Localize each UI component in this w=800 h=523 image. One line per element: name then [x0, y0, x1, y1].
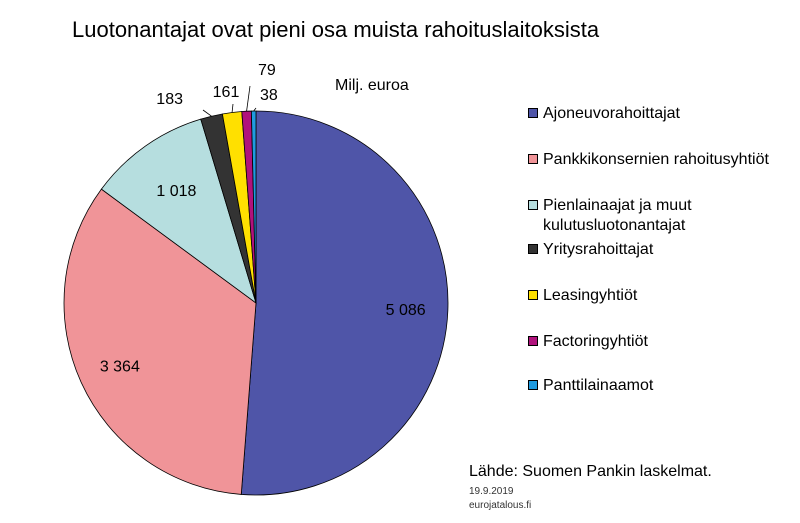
pie-slice — [250, 110, 257, 304]
leader-line — [231, 103, 234, 113]
leader-lines — [202, 85, 257, 117]
legend-item: Panttilainaamot — [528, 376, 773, 396]
publish-date: 19.9.2019 — [469, 486, 514, 497]
slice-value-label: 161 — [213, 84, 240, 101]
leader-line — [253, 107, 257, 112]
slice-value-label: 183 — [156, 91, 183, 108]
pie-slice — [63, 188, 257, 495]
legend-label: Yritysrahoittajat — [543, 241, 654, 258]
leader-line — [202, 109, 212, 117]
unit-label: Milj. euroa — [335, 77, 409, 94]
legend-item: Pienlainaajat ja muut kulutusluotonantaj… — [528, 196, 743, 236]
legend-swatch — [528, 108, 538, 118]
legend-swatch — [528, 336, 538, 346]
legend-swatch — [528, 200, 538, 210]
pie-slices — [63, 110, 449, 496]
legend: Ajoneuvorahoittajat Pankkikonsernien rah… — [528, 0, 788, 523]
legend-item: Ajoneuvorahoittajat — [528, 104, 773, 124]
slice-value-label: 5 086 — [386, 302, 426, 319]
site-name: eurojatalous.fi — [469, 500, 532, 511]
slice-value-label: 38 — [260, 87, 278, 104]
legend-label: Ajoneuvorahoittajat — [543, 105, 680, 122]
legend-item: Yritysrahoittajat — [528, 240, 773, 260]
legend-item: Factoringyhtiöt — [528, 332, 773, 352]
chart-title: Luotonantajat ovat pieni osa muista raho… — [72, 17, 600, 42]
legend-swatch — [528, 154, 538, 164]
legend-swatch — [528, 244, 538, 254]
legend-item: Leasingyhtiöt — [528, 286, 773, 306]
pie-slice — [240, 110, 449, 496]
legend-label: Pankkikonsernien rahoitusyhtiöt — [543, 151, 769, 168]
legend-label: Factoringyhtiöt — [543, 333, 648, 350]
legend-label: Panttilainaamot — [543, 377, 654, 394]
leader-line — [246, 85, 251, 112]
legend-swatch — [528, 380, 538, 390]
legend-swatch — [528, 290, 538, 300]
legend-label: Pienlainaajat ja muut kulutusluotonantaj… — [543, 197, 692, 234]
pie-slice — [100, 118, 257, 305]
legend-item: Pankkikonsernien rahoitusyhtiöt — [528, 150, 773, 170]
slice-value-label: 79 — [258, 62, 276, 79]
slice-value-label: 1 018 — [156, 183, 196, 200]
source-note: Lähde: Suomen Pankin laskelmat. — [469, 463, 712, 480]
legend-label: Leasingyhtiöt — [543, 287, 638, 304]
data-labels: 5 086 3 364 1 018 183 161 79 38 — [100, 62, 426, 375]
slice-value-label: 3 364 — [100, 358, 140, 375]
